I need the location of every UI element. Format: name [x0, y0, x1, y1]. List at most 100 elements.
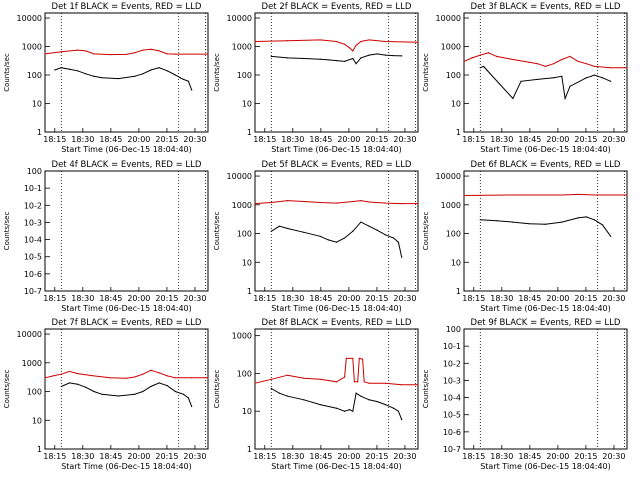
data-point [101, 77, 103, 79]
data-point [158, 382, 160, 384]
data-point [319, 58, 321, 60]
x-tick-label: 20:00 [127, 452, 150, 461]
y-tick-label: 10 [451, 100, 461, 109]
data-point [319, 39, 321, 41]
data-point [166, 375, 168, 377]
y-tick-label: 1 [247, 287, 252, 296]
y-tick-label: 10000 [227, 14, 252, 23]
x-tick-label: 20:30 [183, 452, 206, 461]
data-point [352, 230, 354, 232]
data-point [344, 376, 346, 378]
data-point [254, 382, 256, 384]
data-point [355, 392, 357, 394]
panel-title: Det 1f BLACK = Events, RED = LLD [52, 2, 202, 12]
data-point [512, 194, 514, 196]
data-point [577, 217, 579, 219]
y-axis-label: Counts/sec [213, 53, 221, 92]
y-tick-label: 10 [242, 100, 252, 109]
x-tick-label: 20:15 [365, 294, 388, 303]
y-axis-label: Counts/sec [213, 370, 221, 409]
x-axis-label: Start Time (06-Dec-15 18:04:40) [480, 145, 611, 154]
x-tick-label: 20:30 [393, 452, 416, 461]
x-tick-label: 20:15 [574, 452, 597, 461]
data-point [68, 370, 71, 373]
data-point [166, 385, 168, 387]
y-tick-label: 10-1 [443, 342, 461, 351]
data-point [158, 372, 160, 374]
y-tick-label: 10000 [17, 14, 42, 23]
data-point [117, 77, 119, 80]
data-point [319, 235, 321, 237]
y-tick-label: 10000 [436, 172, 461, 181]
y-tick-label: 10-1 [24, 184, 42, 193]
data-point [471, 57, 473, 59]
data-point [392, 237, 395, 239]
data-point [512, 58, 514, 61]
x-tick-label: 18:15 [462, 294, 485, 303]
x-tick-label: 18:30 [281, 452, 304, 461]
data-point [564, 97, 566, 100]
data-point [610, 67, 612, 69]
x-tick-label: 20:15 [365, 452, 388, 461]
data-point [353, 381, 356, 383]
data-point [479, 54, 481, 56]
data-point [327, 239, 329, 241]
panel-title: Det 6f BLACK = Events, RED = LLD [471, 160, 621, 170]
panel-det-5: Det 5f BLACK = Events, RED = LLD 18:15 18:… [213, 160, 419, 313]
data-point [536, 63, 538, 65]
data-point [158, 50, 160, 52]
series-line-events [61, 382, 193, 407]
data-point [142, 390, 144, 393]
data-point [187, 80, 190, 82]
data-point [376, 229, 378, 231]
data-point [561, 221, 563, 223]
series-line-events [54, 67, 193, 91]
x-tick-label: 20:30 [602, 452, 625, 461]
x-tick-label: 20:00 [546, 294, 569, 303]
data-point [561, 194, 563, 196]
series-line-lld [254, 200, 418, 205]
y-axis-label: Counts/sec [422, 53, 430, 92]
y-tick-label: 100 [446, 325, 461, 334]
data-point [344, 410, 346, 412]
y-tick-label: 10-6 [443, 428, 461, 437]
data-point [479, 67, 481, 69]
data-point [593, 65, 596, 68]
x-tick-label: 20:30 [393, 294, 416, 303]
data-point [174, 390, 176, 393]
x-tick-label: 20:00 [546, 452, 569, 461]
data-point [360, 199, 362, 202]
x-tick-label: 18:30 [71, 294, 94, 303]
y-tick-label: 100 [27, 388, 42, 397]
x-tick-label: 18:30 [281, 294, 304, 303]
data-point [487, 52, 490, 54]
x-tick-label: 18:15 [462, 135, 485, 144]
data-point [528, 223, 530, 225]
data-point [417, 384, 419, 386]
data-point [482, 65, 485, 68]
data-point [270, 230, 272, 232]
series-line-lld [463, 193, 627, 196]
data-point [368, 39, 370, 41]
data-point [335, 407, 338, 409]
data-point [278, 225, 281, 227]
data-point [528, 61, 530, 63]
panel-det-8: Det 8f BLACK = Events, RED = LLD 18:15 18:… [213, 318, 419, 471]
x-tick-label: 18:45 [309, 294, 332, 303]
data-point [352, 200, 354, 203]
data-point [335, 202, 338, 204]
data-point [166, 53, 168, 55]
x-tick-label: 20:00 [127, 294, 150, 303]
y-tick-label: 100 [237, 71, 252, 80]
data-point [496, 55, 498, 57]
y-tick-label: 10 [242, 407, 252, 416]
y-tick-label: 1000 [441, 43, 461, 52]
x-tick-label: 18:30 [490, 452, 513, 461]
x-tick-label: 18:15 [43, 294, 66, 303]
data-point [352, 357, 354, 360]
data-point [512, 97, 514, 100]
data-point [117, 395, 119, 397]
y-tick-label: 10-5 [443, 411, 461, 420]
data-point [287, 57, 289, 59]
series-line-events [271, 221, 403, 258]
